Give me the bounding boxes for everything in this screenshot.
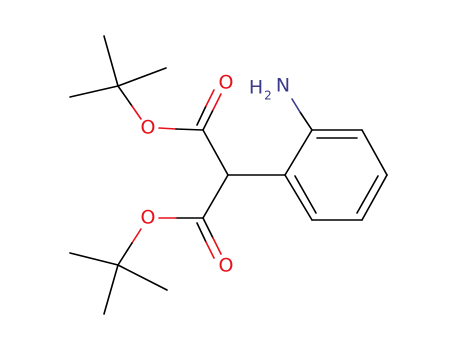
amine-element: N <box>276 75 290 97</box>
atom-label: O <box>141 117 156 139</box>
amine-hydrogen: H <box>249 77 263 99</box>
atom-label: O <box>219 72 234 94</box>
atom-label: O <box>219 255 234 277</box>
amine-count: 2 <box>264 89 272 103</box>
atom-label: O <box>141 207 156 229</box>
bonds <box>69 35 388 315</box>
